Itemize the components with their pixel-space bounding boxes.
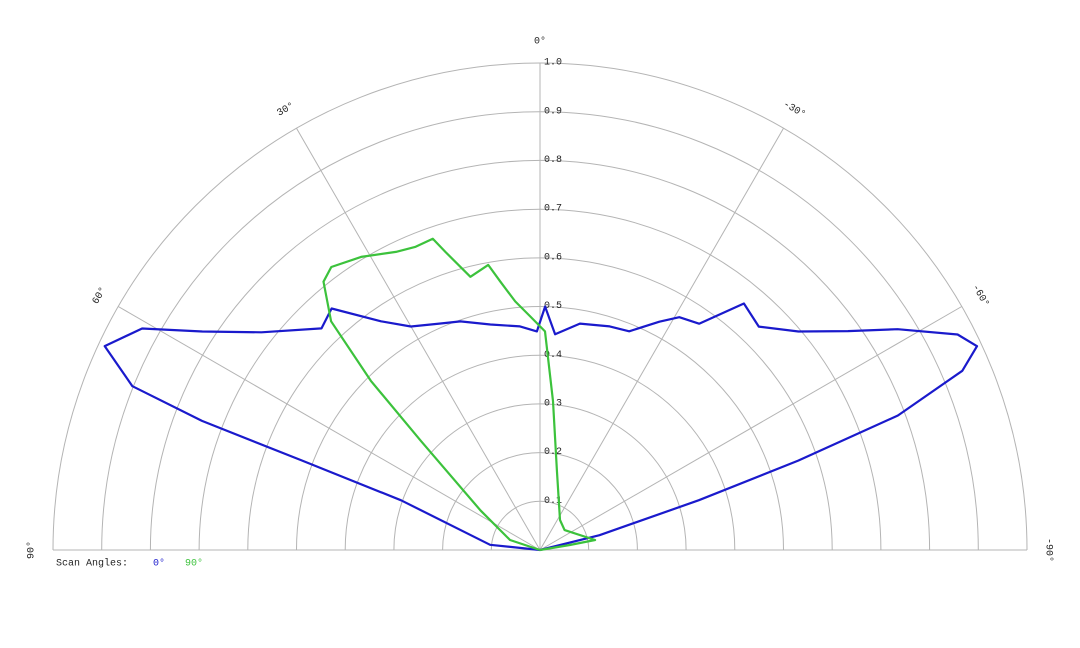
r-tick-label: 0.5	[544, 301, 562, 312]
theta-tick-label: -90°	[1042, 538, 1054, 562]
legend-entry: 0°	[153, 558, 165, 570]
r-tick-label: 0.6	[544, 252, 562, 263]
legend-entry: 90°	[185, 558, 203, 570]
r-tick-label: 1.0	[544, 58, 562, 69]
grid-spoke	[296, 127, 541, 551]
grid-spoke	[539, 127, 784, 551]
theta-tick-label: 0°	[534, 36, 546, 48]
r-tick-label: 0.4	[544, 350, 562, 361]
r-tick-label: 0.7	[544, 204, 562, 215]
series-line	[322, 237, 597, 552]
r-tick-label: 0.9	[544, 106, 562, 117]
theta-tick-label: 30°	[275, 100, 297, 119]
theta-tick-label: 90°	[26, 541, 38, 559]
theta-tick-label: 60°	[90, 285, 109, 307]
legend-title: Scan Angles:	[56, 558, 128, 570]
r-tick-label: 0.1	[544, 496, 562, 507]
r-tick-label: 0.2	[544, 447, 562, 458]
theta-tick-label: -30°	[781, 99, 808, 121]
series-line	[103, 302, 979, 552]
grid-spoke	[117, 306, 541, 551]
r-tick-label: 0.8	[544, 155, 562, 166]
theta-tick-label: -60°	[969, 282, 991, 309]
grid-spoke	[539, 306, 963, 551]
